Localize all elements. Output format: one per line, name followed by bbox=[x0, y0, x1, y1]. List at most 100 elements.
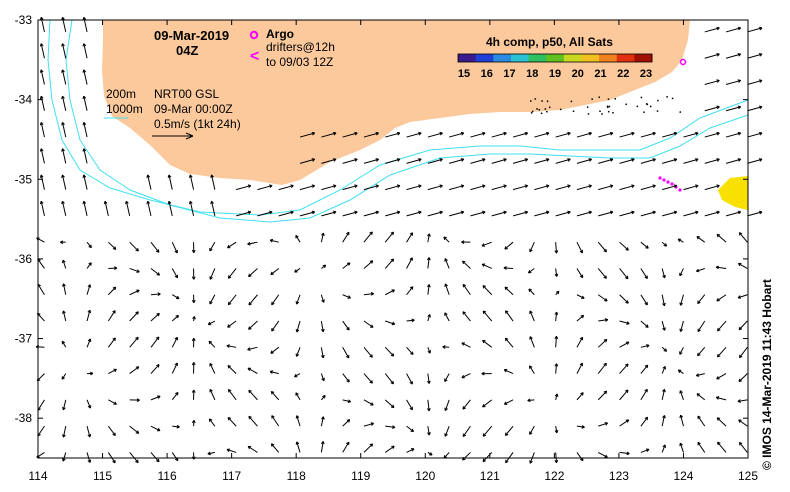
island-dot bbox=[598, 96, 600, 99]
current-vector bbox=[598, 211, 614, 217]
current-vector-head bbox=[758, 79, 763, 83]
current-vector bbox=[555, 158, 571, 164]
current-vector-head bbox=[554, 363, 559, 367]
current-vector bbox=[321, 132, 337, 138]
current-vector-head bbox=[135, 430, 140, 434]
current-vector-head bbox=[427, 284, 431, 288]
current-vector bbox=[62, 259, 67, 269]
current-vector bbox=[555, 426, 558, 433]
current-vector bbox=[125, 201, 131, 217]
current-vector-head bbox=[482, 285, 487, 289]
current-vector-head bbox=[461, 342, 465, 346]
current-vector-head bbox=[677, 238, 682, 242]
current-vector-head bbox=[625, 247, 629, 251]
current-vector-head bbox=[579, 274, 584, 279]
colorbar-tick-label: 19 bbox=[549, 68, 561, 80]
current-vector bbox=[725, 53, 741, 59]
current-vector-head bbox=[410, 448, 415, 452]
current-vector-head bbox=[346, 441, 350, 446]
island-dot bbox=[607, 110, 610, 113]
drifter-point bbox=[662, 178, 666, 182]
current-vector-head bbox=[737, 131, 742, 136]
current-vector bbox=[61, 43, 67, 59]
current-vector-head bbox=[82, 69, 87, 73]
current-vector bbox=[619, 185, 635, 191]
current-vector bbox=[683, 158, 699, 164]
current-vector-head bbox=[444, 312, 448, 316]
current-vector-head bbox=[679, 328, 683, 332]
current-vector bbox=[296, 347, 301, 357]
current-vector bbox=[363, 231, 373, 243]
current-vector-head bbox=[579, 336, 584, 341]
scale-arrowhead bbox=[185, 132, 194, 140]
map-frame bbox=[37, 19, 749, 459]
current-vector-head bbox=[290, 184, 294, 189]
current-vector-head bbox=[716, 376, 720, 380]
map-time: 04Z bbox=[176, 43, 199, 58]
current-vector-head bbox=[609, 184, 614, 189]
current-vector-head bbox=[652, 184, 656, 189]
current-vector-head bbox=[270, 271, 274, 276]
current-vector bbox=[83, 69, 88, 85]
current-vector bbox=[662, 211, 677, 217]
current-vector-head bbox=[61, 95, 65, 100]
current-vector bbox=[534, 211, 550, 217]
current-vector bbox=[683, 185, 699, 191]
current-vector-head bbox=[354, 184, 358, 189]
current-vector-head bbox=[156, 427, 161, 432]
current-vector-head bbox=[503, 210, 507, 215]
x-tick-label: 124 bbox=[673, 469, 693, 483]
current-vector bbox=[129, 289, 140, 296]
current-vector bbox=[683, 132, 699, 138]
current-vector bbox=[527, 399, 535, 402]
current-vector-head bbox=[396, 210, 401, 215]
current-vector-head bbox=[290, 210, 294, 215]
current-vector-head bbox=[375, 184, 379, 189]
current-vector-head bbox=[370, 422, 374, 426]
current-vector bbox=[598, 132, 614, 138]
current-vector bbox=[576, 452, 584, 461]
current-vector-head bbox=[269, 184, 273, 189]
current-vector bbox=[236, 185, 251, 191]
current-vector-head bbox=[644, 275, 648, 279]
current-vector bbox=[342, 211, 358, 217]
current-vector bbox=[107, 425, 116, 436]
current-vector-head bbox=[426, 257, 431, 261]
contour-1000m bbox=[65, 19, 749, 223]
current-vector-head bbox=[390, 231, 394, 236]
current-vector bbox=[737, 399, 748, 402]
current-vector-head bbox=[396, 131, 401, 136]
current-vector-head bbox=[270, 443, 275, 447]
x-tick-label: 120 bbox=[415, 469, 435, 483]
current-vector bbox=[171, 362, 178, 374]
current-vector bbox=[470, 132, 486, 138]
current-vector bbox=[619, 211, 635, 217]
current-vector bbox=[342, 441, 350, 453]
current-vector bbox=[363, 373, 373, 384]
current-vector bbox=[62, 399, 67, 410]
current-vector bbox=[427, 314, 431, 322]
current-vector bbox=[449, 211, 464, 217]
current-vector-head bbox=[439, 184, 443, 189]
colorbar-segment bbox=[510, 54, 530, 62]
current-vector-head bbox=[738, 354, 743, 359]
current-vector bbox=[129, 267, 140, 273]
current-vector bbox=[462, 452, 471, 461]
current-vector bbox=[680, 320, 684, 332]
current-vector-head bbox=[247, 445, 252, 450]
current-vector-head bbox=[697, 328, 701, 333]
current-vector-head bbox=[737, 295, 742, 299]
current-vector-head bbox=[663, 348, 668, 352]
island-dot bbox=[530, 100, 532, 102]
current-vector bbox=[716, 373, 727, 380]
current-vector bbox=[528, 288, 535, 296]
drifters-range-label: to 09/03 12Z bbox=[266, 55, 334, 69]
current-vector-head bbox=[390, 258, 395, 263]
current-vector-head bbox=[503, 401, 508, 405]
current-vector-head bbox=[626, 451, 630, 456]
current-vector-head bbox=[716, 52, 720, 57]
island-dot bbox=[559, 108, 562, 111]
current-vector-head bbox=[427, 314, 431, 318]
current-vector bbox=[320, 232, 324, 243]
current-vector bbox=[680, 414, 684, 427]
